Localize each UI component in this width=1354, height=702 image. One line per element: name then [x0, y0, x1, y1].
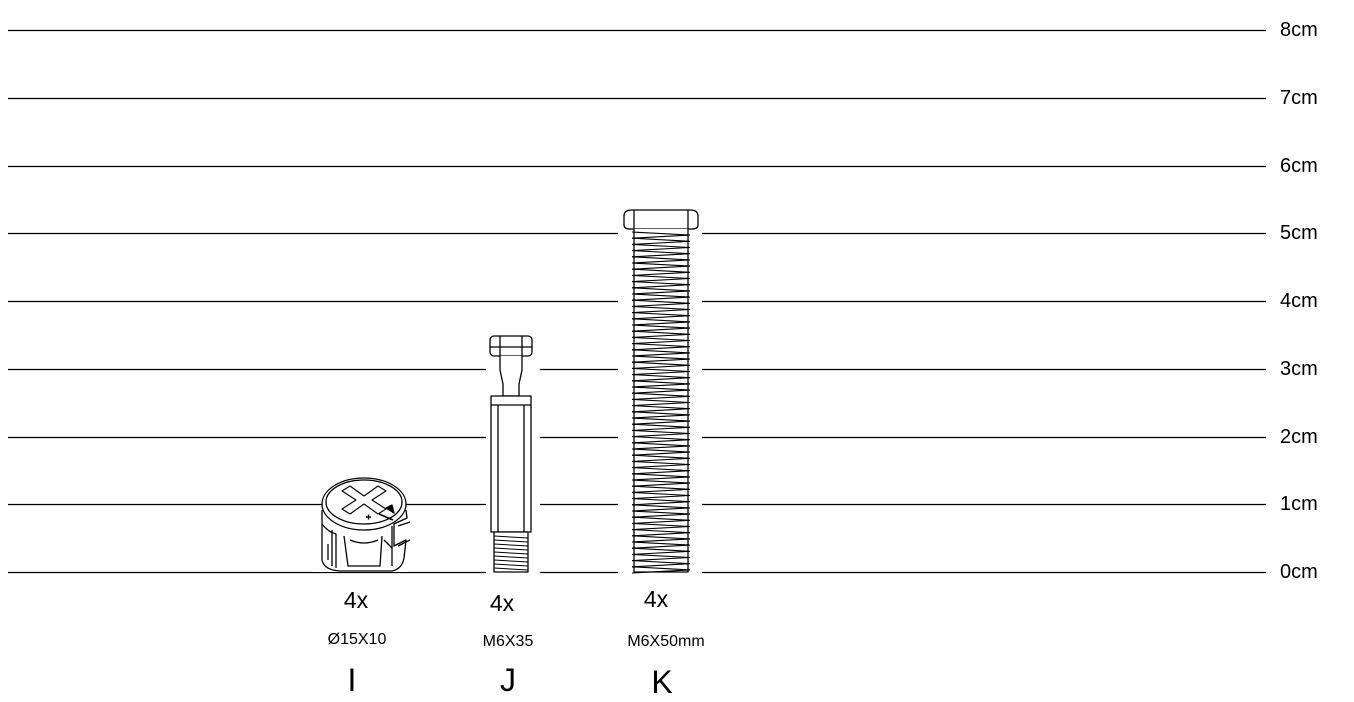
part-i-letter: I — [347, 662, 357, 698]
thread-line — [631, 398, 691, 407]
thread-line — [631, 237, 691, 245]
thread-line — [631, 566, 691, 574]
thread-line — [631, 250, 691, 258]
thread-line — [631, 367, 691, 376]
part-i-size: Ø15X10 — [327, 631, 387, 648]
thread-line — [631, 504, 691, 512]
thread-line — [631, 460, 691, 469]
thread-line — [631, 386, 691, 394]
thread-line — [493, 547, 529, 551]
thread-line — [631, 454, 691, 462]
thread-line — [631, 442, 691, 450]
thread-line — [631, 243, 691, 252]
thread-line — [631, 553, 691, 562]
thread-line — [631, 312, 691, 320]
thread-line — [631, 361, 691, 369]
thread-line — [631, 491, 691, 500]
thread-line — [631, 318, 691, 326]
scale-label: 2cm — [1280, 425, 1318, 448]
dowel-thread — [493, 535, 529, 571]
thread-line — [631, 299, 691, 307]
part-k-letter: K — [651, 664, 673, 700]
thread-line — [631, 405, 691, 413]
scale-label: 6cm — [1280, 154, 1318, 177]
thread-line — [631, 529, 691, 537]
cam-dowel-bolt-icon — [486, 334, 540, 574]
thread-line — [631, 324, 691, 332]
scale-label: 3cm — [1280, 357, 1318, 380]
thread-line — [493, 539, 529, 543]
scale-label: 8cm — [1280, 18, 1318, 41]
thread-line — [493, 551, 529, 555]
thread-line — [631, 380, 691, 388]
thread-line — [493, 567, 529, 571]
scale-label: 0cm — [1280, 560, 1318, 583]
thread-line — [631, 343, 691, 351]
scale-label: 4cm — [1280, 289, 1318, 312]
thread-line — [631, 467, 691, 475]
cam-lock-nut-icon — [312, 477, 411, 572]
scale-label: 7cm — [1280, 86, 1318, 109]
thread-line — [631, 473, 691, 481]
part-j-quantity: 4x — [489, 590, 515, 616]
thread-line — [493, 559, 529, 563]
thread-line — [631, 560, 691, 568]
thread-line — [631, 417, 691, 425]
thread-line — [631, 392, 691, 400]
thread-line — [631, 268, 691, 276]
thread-line — [631, 510, 691, 518]
thread-line — [631, 305, 691, 314]
thread-line — [631, 281, 691, 289]
thread-line — [631, 429, 691, 438]
thread-line — [631, 336, 691, 345]
thread-line — [631, 293, 691, 301]
thread-line — [631, 374, 691, 382]
thread-line — [631, 547, 691, 555]
thread-line — [631, 423, 691, 431]
thread-line — [631, 479, 691, 487]
thread-line — [493, 543, 529, 547]
part-j-letter: J — [500, 662, 516, 698]
thread-line — [631, 231, 691, 239]
thread-line — [493, 555, 529, 559]
thread-line — [631, 522, 691, 531]
thread-line — [631, 541, 691, 549]
part-j-size: M6X35 — [482, 633, 534, 650]
part-k-size: M6X50mm — [627, 633, 705, 650]
scale-label: 5cm — [1280, 221, 1318, 244]
thread-line — [631, 355, 691, 363]
thread-line — [631, 274, 691, 283]
thread-line — [631, 516, 691, 524]
scale-label: 1cm — [1280, 492, 1318, 515]
thread-line — [493, 563, 529, 567]
thread-line — [631, 535, 691, 543]
machine-screw-icon — [618, 207, 702, 574]
thread-line — [631, 330, 691, 338]
thread-line — [631, 436, 691, 444]
thread-line — [631, 349, 691, 357]
part-k-quantity: 4x — [643, 586, 669, 612]
thread-line — [631, 287, 691, 295]
thread-line — [631, 448, 691, 456]
thread-line — [631, 411, 691, 419]
thread-line — [631, 262, 691, 270]
screw-thread — [631, 231, 691, 574]
thread-line — [631, 498, 691, 506]
thread-line — [631, 256, 691, 264]
thread-line — [631, 485, 691, 493]
thread-line — [493, 535, 529, 539]
part-i-quantity: 4x — [343, 587, 369, 613]
